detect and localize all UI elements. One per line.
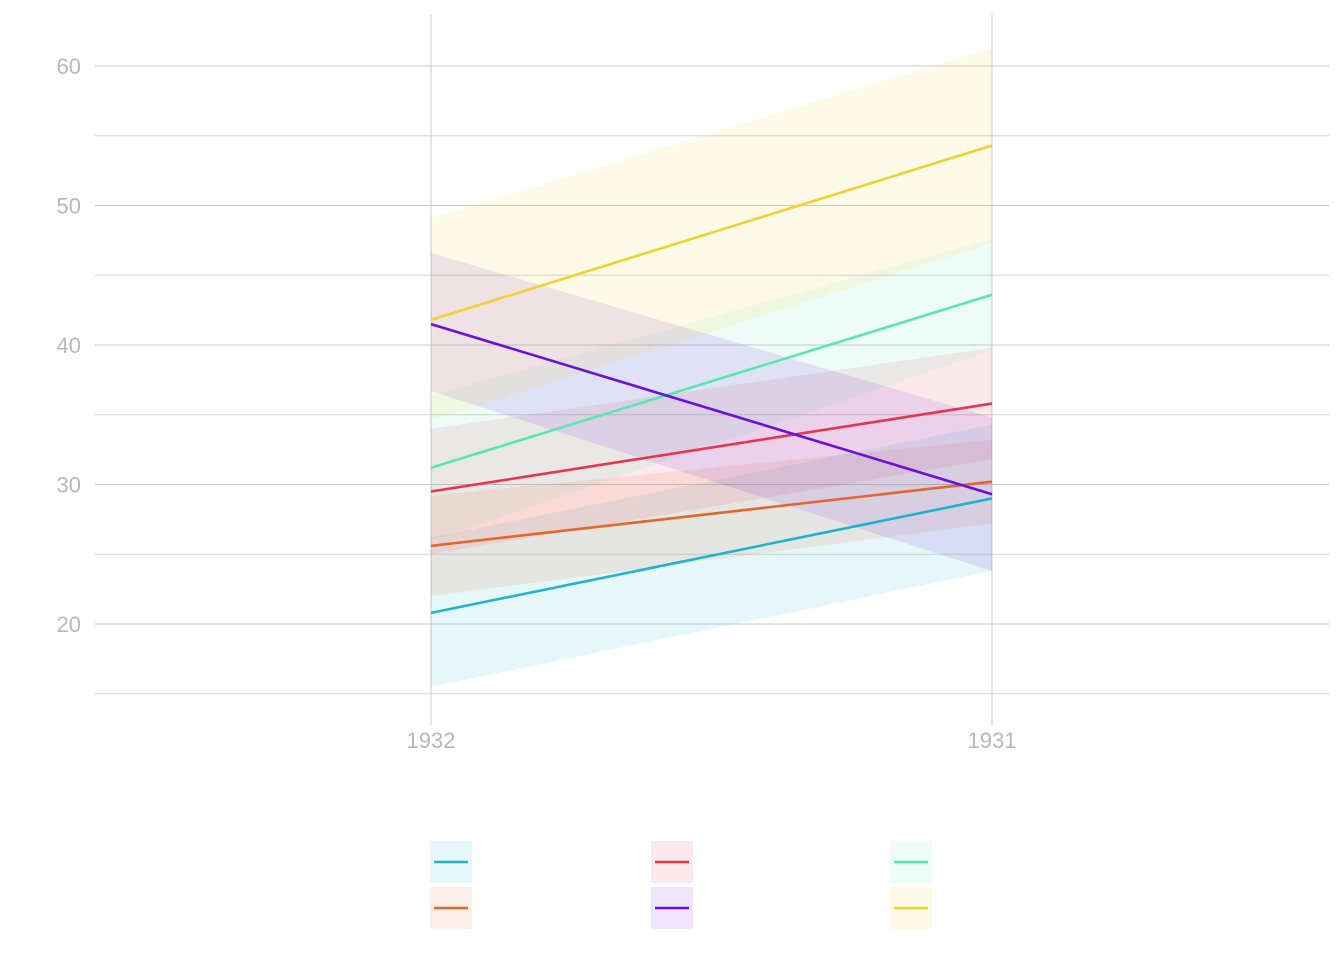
series-line (430, 497, 993, 615)
legend-key (890, 841, 932, 883)
legend-key (430, 841, 472, 883)
series-line (430, 480, 993, 548)
grid (95, 15, 1329, 725)
series-line (430, 322, 993, 496)
y-tick-label: 30 (57, 473, 81, 498)
confidence-band (431, 238, 992, 541)
legend (430, 841, 932, 929)
legend-key (430, 887, 472, 929)
confidence-band (431, 252, 992, 571)
legend-key (890, 887, 932, 929)
series-lines (430, 144, 993, 615)
series-line (430, 144, 993, 322)
x-tick-label: 1931 (968, 728, 1017, 753)
x-axis-tick-labels: 1932 1931 (407, 728, 1017, 753)
legend-key (651, 887, 693, 929)
series-line (430, 402, 993, 493)
confidence-band (431, 439, 992, 597)
confidence-band (431, 347, 992, 555)
y-tick-label: 50 (57, 194, 81, 219)
legend-key (651, 841, 693, 883)
y-axis-tick-labels: 20 30 40 50 60 (57, 54, 81, 637)
confidence-band (431, 47, 992, 421)
x-tick-label: 1932 (407, 728, 456, 753)
y-tick-label: 40 (57, 333, 81, 358)
y-tick-label: 60 (57, 54, 81, 79)
confidence-bands (431, 47, 992, 687)
y-tick-label: 20 (57, 612, 81, 637)
series-line (430, 293, 993, 470)
